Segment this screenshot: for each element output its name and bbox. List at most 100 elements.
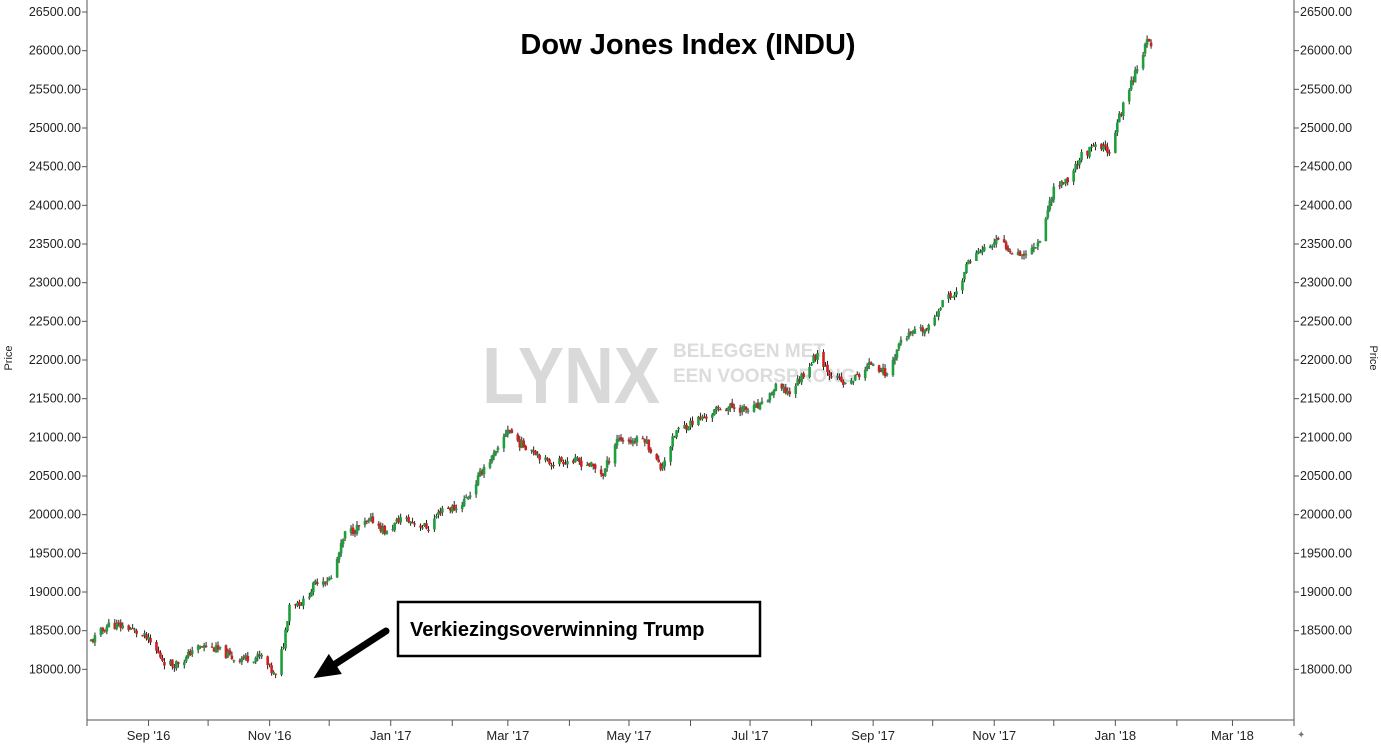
candle-body	[169, 661, 172, 665]
candle-body	[242, 657, 246, 659]
candle-body	[605, 460, 609, 468]
candle-body	[437, 511, 440, 515]
candle-body	[202, 645, 206, 649]
candle-body	[1108, 152, 1111, 154]
candle-body	[1058, 185, 1062, 187]
candle-body	[1032, 246, 1036, 250]
candle-body	[536, 453, 539, 456]
candle-body	[635, 436, 639, 443]
candle-body	[705, 416, 708, 419]
candle-body	[198, 645, 202, 647]
candle-body	[504, 433, 508, 437]
candle-body	[770, 394, 774, 396]
candle-body	[286, 621, 289, 631]
candle-body	[981, 249, 984, 253]
candle-body	[826, 364, 829, 373]
y-tick-label-right: 18500.00	[1300, 624, 1352, 638]
candle-body	[907, 332, 911, 338]
y-tick-label-left: 21500.00	[29, 392, 81, 406]
candle-body	[661, 466, 665, 469]
candle-body	[107, 622, 111, 628]
y-tick-label-right: 18000.00	[1300, 662, 1352, 676]
candle-body	[131, 628, 134, 630]
candle-body	[927, 324, 931, 331]
candle-body	[439, 510, 442, 514]
candle-body	[492, 452, 496, 457]
candle-body	[1044, 218, 1048, 242]
candle-body	[357, 525, 361, 527]
candle-body	[744, 406, 748, 410]
candle-body	[329, 577, 333, 580]
candle-body	[214, 645, 218, 653]
candle-body	[1062, 182, 1066, 184]
candle-body	[591, 463, 595, 466]
candle-body	[476, 475, 480, 485]
candle-body	[393, 522, 397, 531]
candle-body	[351, 527, 355, 534]
candle-body	[552, 464, 555, 467]
y-axis-left: 26500.00 26000.00 25500.00 25000.00 24500.00…	[29, 5, 87, 676]
candle-body	[742, 406, 746, 409]
candle-body	[824, 365, 827, 367]
candle-body	[385, 530, 389, 535]
candle-body	[1074, 163, 1077, 170]
candle-body	[280, 649, 283, 675]
candle-body	[603, 468, 607, 476]
candle-body	[911, 332, 915, 334]
candle-body	[115, 623, 119, 629]
candle-body	[113, 622, 117, 630]
candle-body	[564, 463, 567, 465]
candle-body	[177, 662, 180, 664]
candle-body	[407, 517, 410, 523]
candle-body	[967, 260, 970, 265]
candle-body	[881, 367, 885, 374]
candle-body	[1094, 144, 1097, 148]
candle-body	[768, 393, 772, 401]
candle-body	[155, 641, 158, 651]
candle-body	[627, 439, 631, 442]
candle-body	[321, 581, 325, 585]
candle-body	[510, 429, 514, 434]
candle-body	[119, 622, 123, 629]
candle-body	[1034, 247, 1038, 249]
candle-body	[1147, 38, 1151, 42]
x-axis: Sep '16 Nov '16 Jan '17 Mar '17 May '17 Jul '…	[86, 720, 1295, 743]
candle-body	[754, 404, 758, 407]
candle-body	[855, 374, 859, 376]
candle-body	[173, 666, 176, 668]
candle-body	[530, 449, 533, 452]
candle-body	[772, 390, 776, 395]
candle-body	[983, 246, 986, 251]
candles	[89, 35, 1153, 679]
candle-body	[566, 461, 569, 465]
candle-body	[685, 424, 688, 430]
candle-body	[1129, 80, 1133, 90]
candle-body	[937, 310, 940, 317]
candle-body	[969, 261, 972, 263]
candle-body	[730, 402, 734, 408]
candle-body	[423, 523, 426, 527]
candle-body	[143, 633, 146, 636]
y-tick-label-right: 26500.00	[1300, 5, 1352, 19]
candle-body	[230, 655, 234, 659]
candle-body	[1016, 252, 1020, 256]
annotation-arrow-head	[313, 653, 342, 679]
candle-body	[516, 434, 520, 441]
candle-body	[897, 343, 901, 349]
y-tick-label-left: 23000.00	[29, 276, 81, 290]
candle-body	[488, 462, 492, 468]
candle-body	[383, 525, 387, 534]
candle-body	[893, 357, 897, 361]
watermark-tagline-1: BELEGGEN MET	[673, 341, 825, 362]
candle-body	[796, 378, 800, 386]
candle-body	[996, 238, 1000, 240]
candle-body	[1020, 254, 1024, 257]
candle-body	[988, 245, 992, 249]
candle-body	[828, 372, 831, 376]
y-tick-label-right: 24500.00	[1300, 160, 1352, 174]
candle-body	[760, 401, 764, 404]
x-tick-label: Sep '16	[127, 728, 171, 743]
candle-body	[562, 461, 565, 465]
candle-body	[335, 558, 339, 578]
annotation-box	[396, 600, 762, 658]
